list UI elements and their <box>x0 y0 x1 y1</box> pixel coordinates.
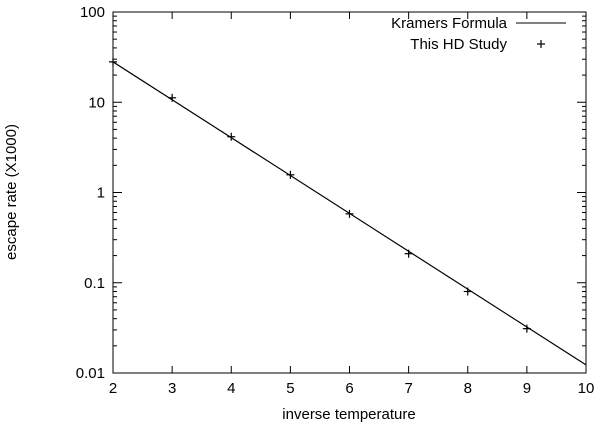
data-point-hd-study <box>227 132 236 141</box>
data-point-hd-study <box>522 324 531 333</box>
y-axis-label: escape rate (X1000) <box>3 124 20 260</box>
x-tick-label: 6 <box>345 380 353 397</box>
data-point-hd-study <box>286 170 295 179</box>
data-point-hd-study <box>404 249 413 258</box>
data-point-hd-study <box>168 93 177 102</box>
y-tick-label: 0.01 <box>76 365 105 382</box>
y-axis-ticks: 0.01 0.1 1 10 100 <box>76 4 586 382</box>
series-layer <box>109 57 587 366</box>
x-axis-ticks: 2 3 4 5 6 7 8 9 10 <box>109 12 595 397</box>
y-tick-label: 1 <box>97 185 105 202</box>
x-tick-label: 3 <box>168 380 176 397</box>
y-tick-label: 100 <box>80 4 105 21</box>
x-tick-label: 2 <box>109 380 117 397</box>
legend-label-kramers: Kramers Formula <box>391 15 508 32</box>
legend-label-hd-study: This HD Study <box>410 36 507 53</box>
legend: Kramers Formula This HD Study <box>391 15 566 53</box>
x-tick-label: 5 <box>286 380 294 397</box>
legend-marker-plus <box>537 40 545 48</box>
data-point-hd-study <box>463 287 472 296</box>
x-tick-label: 9 <box>523 380 531 397</box>
x-tick-label: 8 <box>464 380 472 397</box>
y-tick-label: 10 <box>88 94 105 111</box>
x-tick-label: 7 <box>404 380 412 397</box>
x-tick-label: 10 <box>578 380 595 397</box>
x-axis-label: inverse temperature <box>282 406 415 423</box>
y-tick-label: 0.1 <box>84 275 105 292</box>
data-point-hd-study <box>109 57 117 66</box>
data-point-hd-study <box>345 209 354 218</box>
x-tick-label: 4 <box>227 380 235 397</box>
legend-swatch-hd-study <box>537 40 545 48</box>
